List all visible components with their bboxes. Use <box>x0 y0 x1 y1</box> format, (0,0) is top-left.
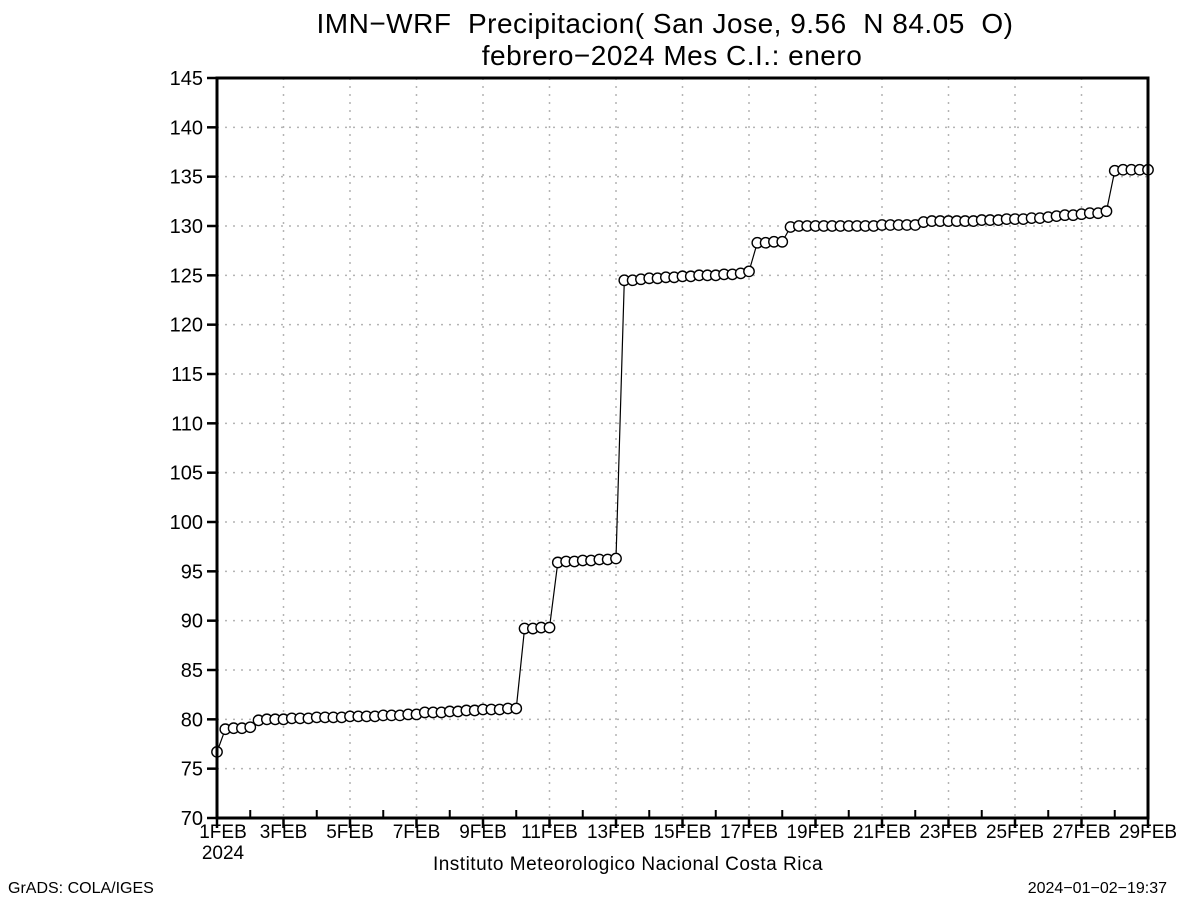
y-axis-tick-label: 130 <box>170 216 203 238</box>
y-axis-tick-label: 100 <box>170 512 203 534</box>
data-point-marker <box>1100 205 1113 218</box>
grads-attribution-label: GrADS: COLA/IGES <box>8 880 154 897</box>
x-axis-tick-label: 25FEB <box>986 822 1044 843</box>
data-point-marker <box>776 235 789 248</box>
y-axis-tick-label: 80 <box>181 709 203 731</box>
x-axis-tick-label: 5FEB <box>326 822 374 843</box>
y-axis-tick-label: 70 <box>181 808 203 830</box>
y-axis-tick-label: 120 <box>170 315 203 337</box>
x-axis-tick-label: 17FEB <box>720 822 778 843</box>
x-axis-tick-label: 27FEB <box>1052 822 1110 843</box>
y-axis-tick-label: 95 <box>181 561 203 583</box>
x-axis-tick-label: 3FEB <box>260 822 308 843</box>
data-point-marker <box>610 552 622 565</box>
y-axis-tick-label: 105 <box>170 463 203 485</box>
x-axis-tick-label: 11FEB <box>521 822 578 843</box>
x-axis-tick-label: 19FEB <box>786 822 844 843</box>
timestamp-label: 2024−01−02−19:37 <box>1028 880 1167 897</box>
footer-institute-label: Instituto Meteorologico Nacional Costa R… <box>433 854 823 875</box>
data-point-marker <box>510 702 523 715</box>
y-axis-tick-label: 90 <box>181 611 203 633</box>
y-axis-tick-label: 125 <box>170 265 203 287</box>
tick-labels-layer: 1FEB 3FEB 5FEB 7FEB 9FEB 11FEB 13FEB 15FEB 17FEB… <box>170 68 1177 864</box>
y-axis-tick-label: 85 <box>181 660 203 682</box>
plot-frame <box>215 76 1150 820</box>
x-axis-tick-label: 7FEB <box>393 822 441 843</box>
grid-layer <box>217 78 1148 818</box>
y-axis-tick-label: 110 <box>171 413 203 435</box>
x-axis-tick-label: 13FEB <box>587 822 645 843</box>
y-axis-tick-label: 145 <box>170 68 203 90</box>
tick-marks-layer <box>207 76 1150 828</box>
x-axis-tick-label: 21FEB <box>853 822 911 843</box>
y-axis-tick-label: 135 <box>170 167 203 189</box>
data-series-layer <box>211 163 1154 758</box>
chart-title-line1: IMN−WRF Precipitacion( San Jose, 9.56 N … <box>317 8 1014 39</box>
x-axis-year-label: 2024 <box>202 843 245 864</box>
x-axis-tick-label: 9FEB <box>459 822 507 843</box>
x-axis-tick-label: 15FEB <box>653 822 711 843</box>
data-point-marker <box>543 621 556 634</box>
data-point-marker <box>244 721 257 734</box>
y-axis-tick-label: 140 <box>170 117 203 139</box>
y-axis-tick-label: 115 <box>171 364 203 386</box>
y-axis-tick-label: 75 <box>181 759 203 781</box>
axes-frame-layer <box>215 76 1150 820</box>
x-axis-tick-label: 29FEB <box>1119 822 1177 843</box>
x-axis-tick-label: 1FEB <box>199 822 247 843</box>
data-point-marker <box>743 265 755 278</box>
chart-title-line2: febrero−2024 Mes C.I.: enero <box>482 40 863 71</box>
precipitation-line <box>216 169 1148 753</box>
x-axis-tick-label: 23FEB <box>919 822 977 843</box>
